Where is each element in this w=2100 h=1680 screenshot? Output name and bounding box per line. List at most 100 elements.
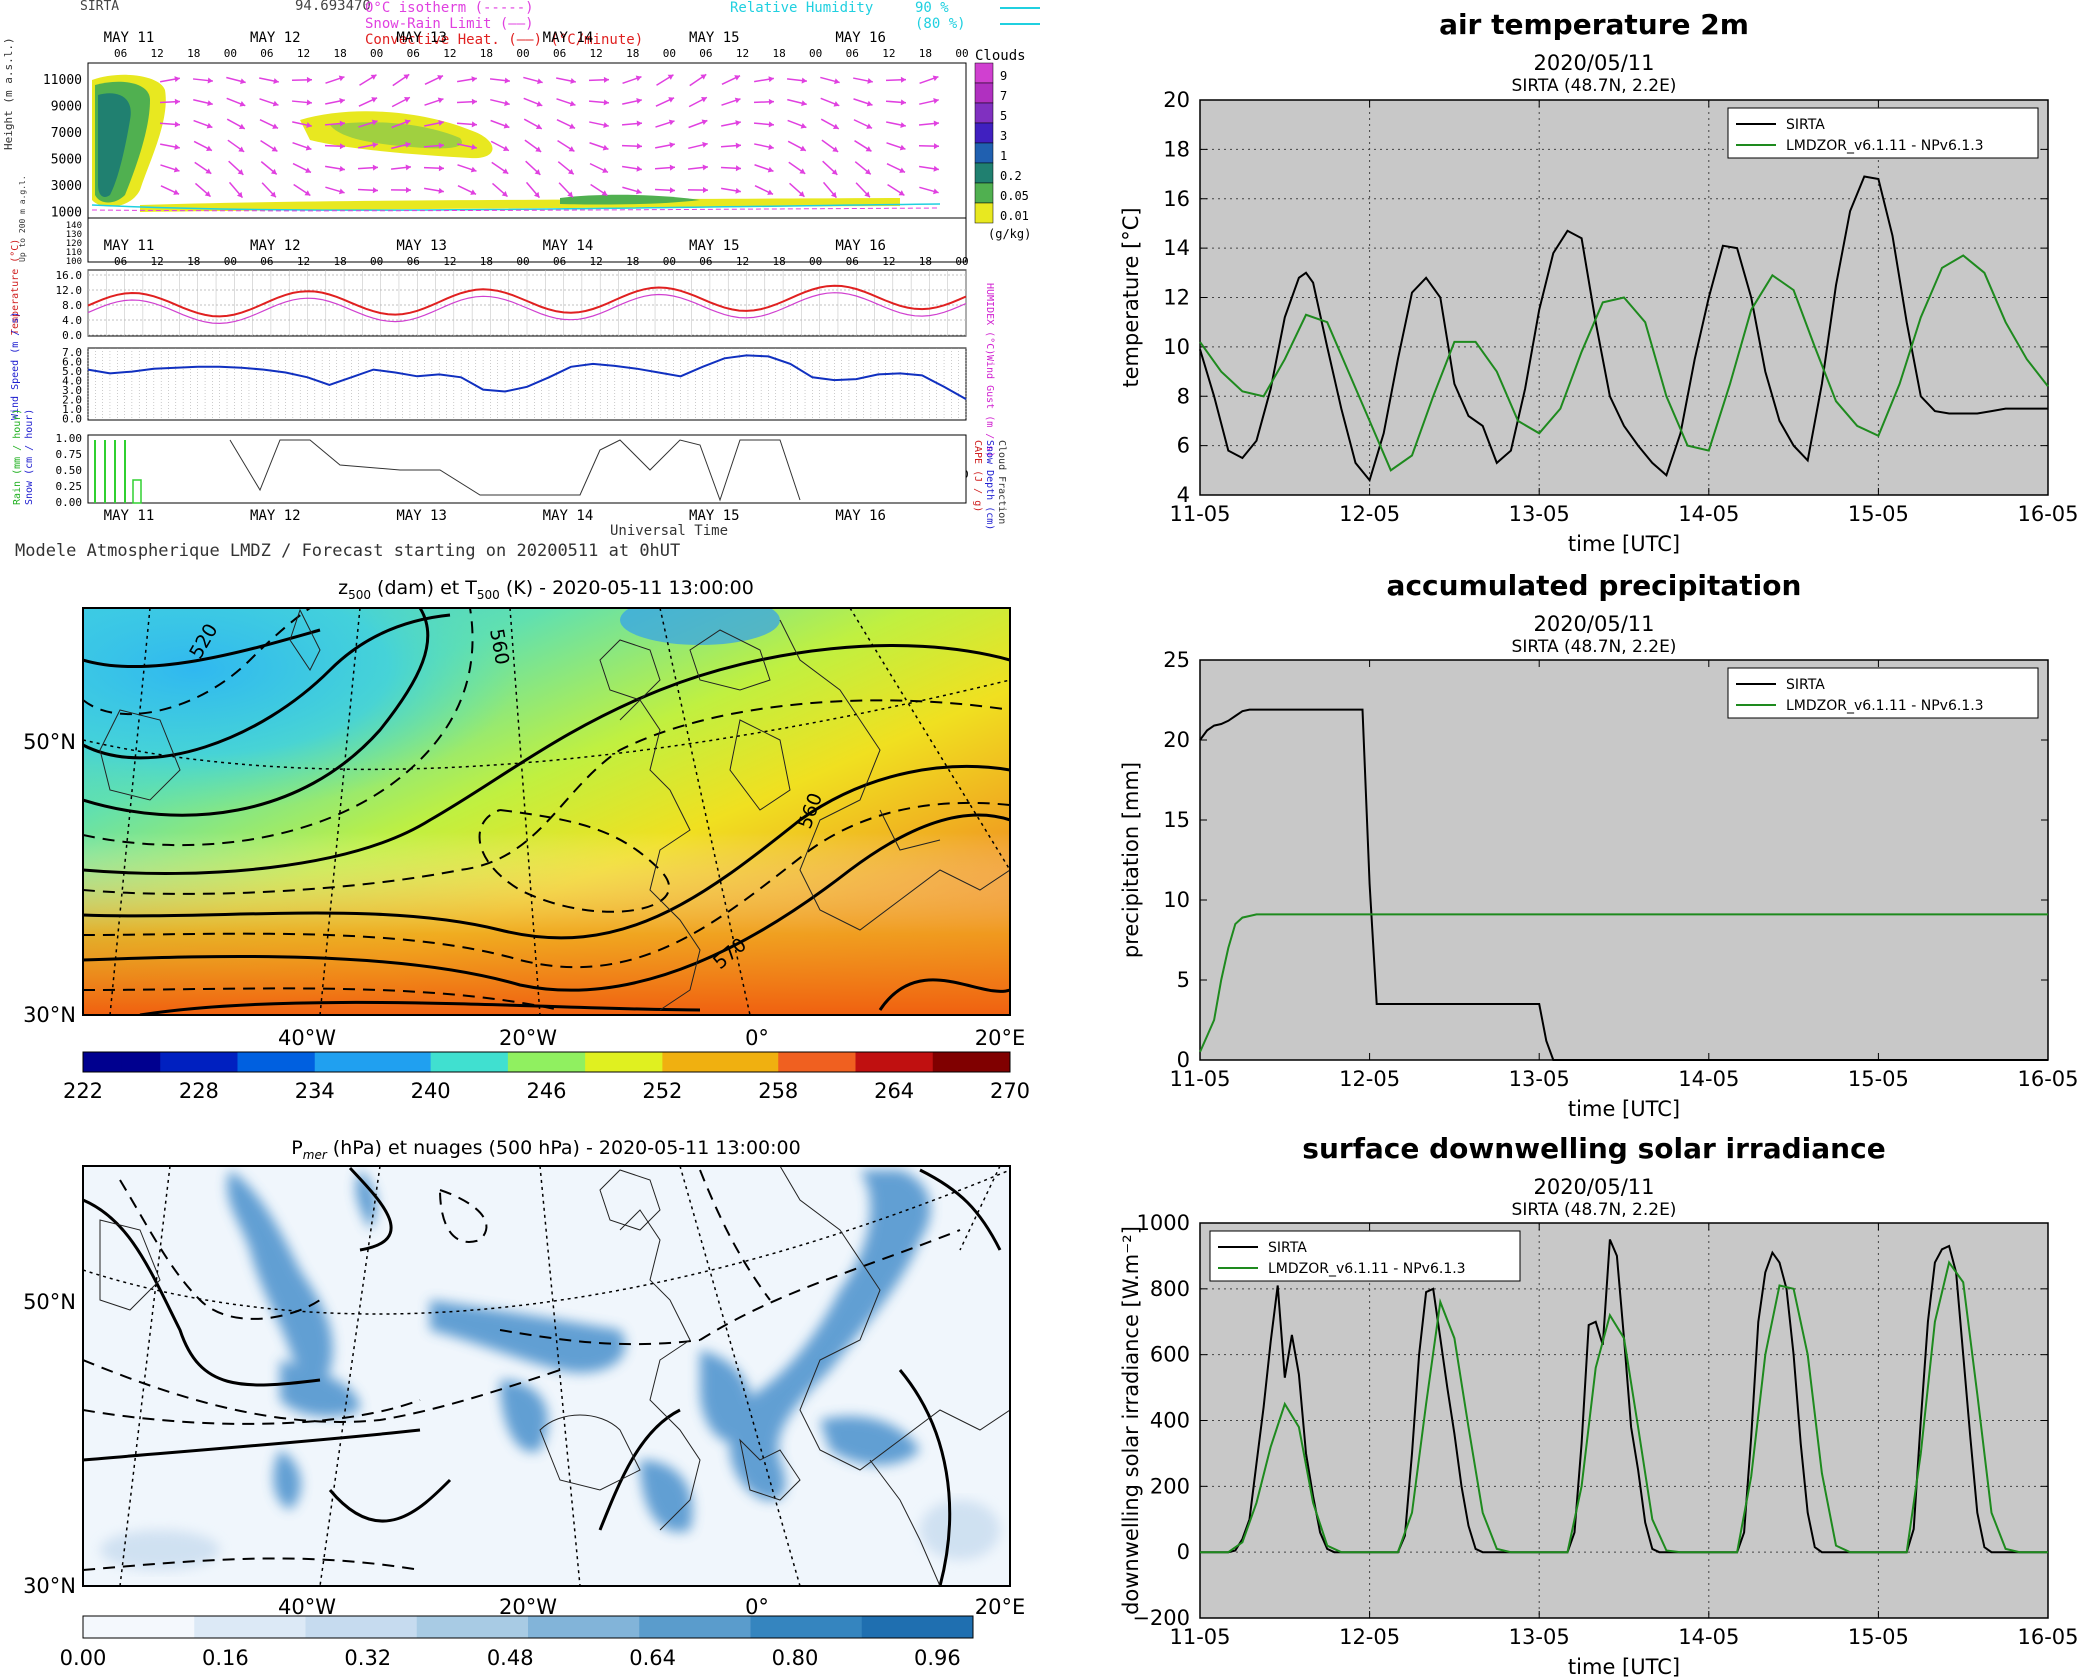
longitude-label: 0° <box>745 1026 769 1050</box>
colorbar-cell <box>861 1616 974 1638</box>
meteogram-hour-label: 06 <box>699 255 712 268</box>
meteogram-day-label: MAY 15 <box>689 30 740 46</box>
x-tick-label: 15-05 <box>1848 1067 1909 1091</box>
cloud-level-label: 0.05 <box>1000 189 1029 203</box>
meteogram-hour-label: 12 <box>736 47 749 60</box>
wind-arrow <box>788 161 806 175</box>
meteogram-day-label: MAY 13 <box>396 238 447 254</box>
x-tick-label: 12-05 <box>1339 502 1400 526</box>
meteogram-hour-label: 06 <box>846 255 859 268</box>
wind-arrow <box>885 76 907 83</box>
colorbar-cell <box>932 1052 972 1072</box>
wind-arrow <box>194 161 212 175</box>
colorbar-cell <box>430 1052 470 1072</box>
low-level-panel <box>87 217 967 263</box>
wind-arrow <box>456 121 478 128</box>
y-tick-label: 0 <box>1177 1540 1190 1564</box>
low-level-tick: 130 <box>66 230 82 240</box>
wind-arrow <box>424 187 444 194</box>
colorbar-tick: 234 <box>295 1079 335 1103</box>
meteogram-hour-label: 12 <box>151 255 164 268</box>
colorbar-cell <box>778 1052 818 1072</box>
wind-arrow <box>854 161 872 175</box>
y-tick-label: 0 <box>1177 1048 1190 1072</box>
wind-arrow <box>325 98 345 105</box>
meteogram-hour-label: 12 <box>443 255 456 268</box>
meteogram-hour-label: 06 <box>260 255 273 268</box>
wind-arrow <box>524 139 542 153</box>
wind-arrow <box>391 141 411 150</box>
y-tick-label: 18 <box>1163 137 1190 161</box>
colorbar-cell <box>750 1616 863 1638</box>
y-tick-label: 400 <box>1150 1409 1190 1433</box>
wind-arrow <box>689 73 707 87</box>
meteogram-hour-label: 00 <box>955 255 968 268</box>
cloud-colorbar-cell <box>974 142 994 164</box>
cloud-colorbar-cell <box>974 162 994 184</box>
wind-arrow <box>325 75 345 84</box>
wind-arrow <box>688 141 708 150</box>
temperature-line <box>87 284 967 318</box>
wind-arrow <box>655 119 675 128</box>
colorbar-tick: 270 <box>990 1079 1030 1103</box>
wind-arrow <box>260 139 278 153</box>
meteogram-hour-label: 12 <box>590 47 603 60</box>
meteogram-hour-label: 00 <box>955 47 968 60</box>
meteogram-day-label: MAY 12 <box>250 30 301 46</box>
map-z500-t500: z500 (dam) et T500 (K) - 2020-05-11 13:0… <box>23 577 1030 1103</box>
wind-arrow <box>491 161 509 175</box>
colorbar-tick: 0.96 <box>914 1646 961 1670</box>
x-tick-label: 14-05 <box>1678 1625 1739 1649</box>
chart-title: accumulated precipitation <box>1387 569 1802 602</box>
colorbar-cell <box>469 1052 509 1072</box>
wind-arrow <box>557 161 575 175</box>
y-tick-label: 10 <box>1163 888 1190 912</box>
wind-arrow <box>259 98 279 107</box>
wind-arrow <box>787 119 807 129</box>
chart-subtitle2: SIRTA (48.7N, 2.2E) <box>1512 1200 1677 1220</box>
wind-arrow <box>228 181 244 199</box>
wind-arrow <box>193 140 213 152</box>
longitude-label: 40°W <box>278 1026 336 1050</box>
legend-box <box>1727 107 2039 159</box>
y-tick-label: 800 <box>1150 1277 1190 1301</box>
meteogram-hour-label: 00 <box>809 255 822 268</box>
wind-arrow <box>160 143 180 150</box>
wind-arrow <box>886 163 906 173</box>
wind-arrow <box>160 164 180 173</box>
low-axis-label: Up to 200 m a.g.l. <box>18 175 27 262</box>
x-tick-label: 16-05 <box>2017 1625 2078 1649</box>
y-axis-label: downwelling solar irradiance [W.m⁻²] <box>1119 1226 1143 1615</box>
precip-tick: 0.25 <box>56 480 83 493</box>
meteogram-day-label: MAY 12 <box>250 508 301 524</box>
x-tick-label: 15-05 <box>1848 1625 1909 1649</box>
meteogram-hour-label: 12 <box>736 255 749 268</box>
x-tick-label: 14-05 <box>1678 502 1739 526</box>
meteogram-day-label: MAY 16 <box>835 238 886 254</box>
wind-arrow <box>193 119 213 129</box>
wind-arrow <box>261 182 277 198</box>
wind-arrow <box>424 74 444 86</box>
wind-arrow <box>358 119 378 128</box>
wind-arrow <box>786 77 808 84</box>
wind-arrow <box>457 76 477 83</box>
wind-arrow <box>392 73 410 87</box>
precip-tick: 0.50 <box>56 464 83 477</box>
meteogram-day-label: MAY 13 <box>396 30 447 46</box>
wind-arrow <box>292 162 312 174</box>
wind-arrow <box>325 165 345 172</box>
wind-arrow <box>490 140 510 152</box>
height-axis-label: Height (m a.s.l.) <box>2 37 15 150</box>
wind-arrow <box>721 75 741 85</box>
wind-arrow <box>292 141 312 151</box>
precip-panel <box>87 434 967 504</box>
x-tick-label: 13-05 <box>1509 1067 1570 1091</box>
colorbar-tick: 240 <box>411 1079 451 1103</box>
cloud-level-label: 0.01 <box>1000 209 1029 223</box>
wind-arrow <box>358 142 378 149</box>
wind-arrow <box>159 121 181 128</box>
latitude-label: 50°N <box>23 1290 76 1314</box>
wind-arrow <box>390 187 412 194</box>
x-tick-label: 11-05 <box>1169 1625 1230 1649</box>
x-axis-label: time [UTC] <box>1568 1097 1680 1121</box>
